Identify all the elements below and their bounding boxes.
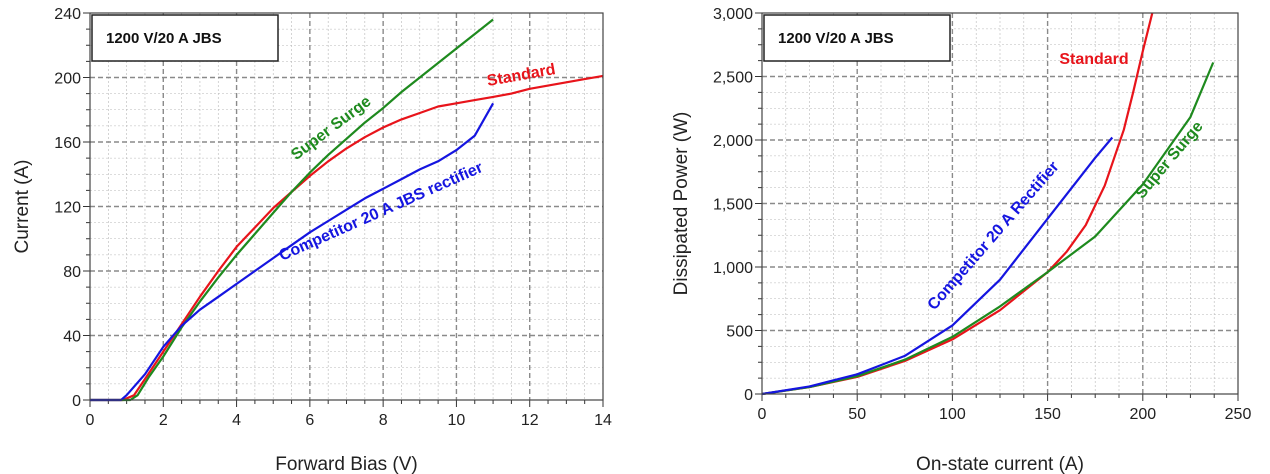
x-tick-label: 200 (1129, 406, 1156, 423)
y-tick-label: 500 (726, 324, 753, 341)
series-label: Standard (1059, 51, 1128, 68)
x-tick-label: 50 (848, 406, 866, 423)
series-line-competitor-20-a-jbs-rectifier (90, 102, 495, 402)
x-tick-label: 2 (159, 412, 168, 429)
x-axis-label: Forward Bias (V) (275, 454, 418, 474)
y-tick-label: 240 (54, 6, 81, 23)
x-tick-label: 14 (594, 412, 612, 429)
y-axis-label: Dissipated Power (W) (671, 112, 692, 296)
y-tick-label: 0 (72, 393, 81, 410)
y-tick-label: 3,000 (713, 6, 753, 23)
x-tick-label: 100 (939, 406, 966, 423)
x-tick-label: 0 (758, 406, 767, 423)
y-tick-label: 40 (63, 329, 81, 346)
chart-2: 0 50 100 150 200 250 0 500 1,000 1,500 2,000 2,500 3… (671, 6, 1251, 474)
series-line-super-surge (761, 62, 1215, 396)
plot-frame (89, 12, 604, 401)
y-tick-label: 160 (54, 135, 81, 152)
y-tick-label: 1,000 (713, 260, 753, 277)
x-tick-label: 250 (1225, 406, 1252, 423)
y-tick-label: 2,000 (713, 133, 753, 150)
y-tick-label: 1,500 (713, 197, 753, 214)
series-line-competitor-20-a-rectifier (761, 136, 1114, 396)
series-line-super-surge (90, 18, 494, 402)
x-tick-label: 8 (379, 412, 388, 429)
y-axis-label: Current (A) (12, 160, 33, 254)
y-tick-label: 120 (54, 200, 81, 217)
device-label: 1200 V/20 A JBS (106, 30, 222, 47)
x-tick-label: 150 (1034, 406, 1061, 423)
x-tick-label: 10 (448, 412, 466, 429)
x-axis-label: On-state current (A) (916, 454, 1084, 474)
y-tick-label: 0 (744, 387, 753, 404)
device-label-box (91, 14, 279, 62)
y-tick-label: 2,500 (713, 70, 753, 87)
x-tick-label: 12 (521, 412, 539, 429)
plot-frame (761, 12, 1239, 395)
device-label-box (763, 14, 951, 62)
x-tick-label: 4 (232, 412, 241, 429)
chart-1: 0 2 4 6 8 10 12 14 0 40 80 120 160 200 240 Forward Bias… (12, 6, 612, 474)
series-label: Super Surge (1132, 118, 1206, 202)
y-tick-label: 80 (63, 264, 81, 281)
x-tick-label: 0 (86, 412, 95, 429)
y-tick-label: 200 (54, 71, 81, 88)
device-label: 1200 V/20 A JBS (778, 30, 894, 47)
x-tick-label: 6 (305, 412, 314, 429)
series-label: Competitor 20 A Rectifier (925, 158, 1063, 313)
